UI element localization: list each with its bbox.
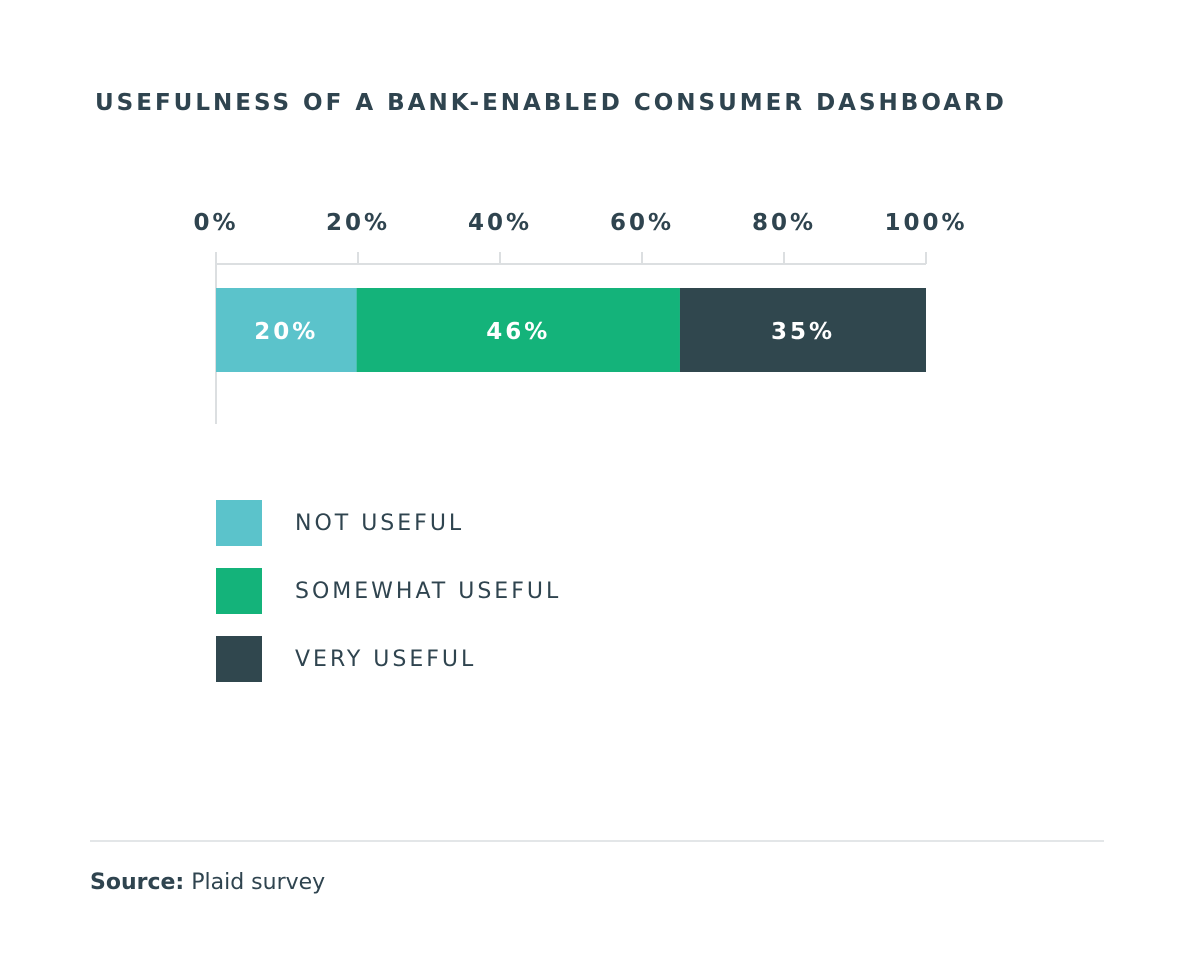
bar-data-label-1: 20%: [254, 319, 318, 345]
x-tick-label: 60%: [610, 210, 674, 236]
source-label: Source:: [90, 870, 185, 895]
stacked-bar-chart: 0% 20% 40% 60% 80% 100% 20% 46% 35%: [193, 210, 967, 424]
legend-label-not-useful: NOT USEFUL: [295, 510, 465, 536]
legend: NOT USEFUL SOMEWHAT USEFUL VERY USEFUL: [216, 500, 561, 704]
bar-segment-2: [356, 288, 680, 372]
x-tick-label: 80%: [752, 210, 816, 236]
legend-swatch-very-useful: [216, 636, 262, 682]
legend-label-very-useful: VERY USEFUL: [295, 646, 477, 672]
bar-data-label-3: 35%: [771, 319, 835, 345]
legend-item-not-useful: NOT USEFUL: [216, 500, 561, 546]
x-tick-label: 20%: [326, 210, 390, 236]
footer-divider: [90, 840, 1104, 842]
x-tick-label: 100%: [884, 210, 967, 236]
source-text: Plaid survey: [191, 870, 326, 895]
x-tick-label: 40%: [468, 210, 532, 236]
legend-swatch-somewhat-useful: [216, 568, 262, 614]
bar-segment-1: [216, 288, 357, 372]
chart-title: USEFULNESS OF A BANK-ENABLED CONSUMER DA…: [95, 90, 1007, 116]
x-tick-label: 0%: [193, 210, 238, 236]
bar-segment-3: [679, 288, 926, 372]
bar-data-label-2: 46%: [486, 319, 550, 345]
legend-item-very-useful: VERY USEFUL: [216, 636, 561, 682]
legend-swatch-not-useful: [216, 500, 262, 546]
source-note: Source: Plaid survey: [90, 870, 325, 895]
legend-label-somewhat-useful: SOMEWHAT USEFUL: [295, 578, 562, 604]
legend-item-somewhat-useful: SOMEWHAT USEFUL: [216, 568, 561, 614]
